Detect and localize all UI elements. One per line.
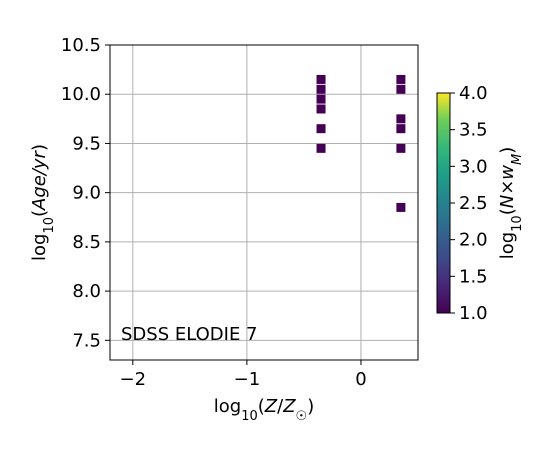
data-cell	[396, 202, 406, 212]
colorbar-ticks: 1.0 1.5 2.0 2.5 3.0 3.5 4.0	[450, 83, 488, 324]
x-tick-label: 0	[355, 369, 366, 390]
colorbar-tick-label: 1.5	[459, 266, 488, 287]
y-tick-label: 9.0	[72, 183, 101, 204]
y-axis-label: log10(Age/yr)	[29, 144, 57, 261]
data-cell	[316, 124, 326, 134]
data-cells	[316, 74, 406, 212]
colorbar-tick-label: 4.0	[459, 83, 488, 104]
data-cell	[316, 84, 326, 94]
data-cell	[396, 74, 406, 84]
x-tick-label: −1	[234, 369, 261, 390]
y-tick-label: 9.5	[72, 133, 101, 154]
x-tick-label: −2	[120, 369, 147, 390]
data-cell	[396, 124, 406, 134]
x-axis-ticks: −2 −1 0	[120, 360, 367, 390]
data-cell	[316, 74, 326, 84]
y-tick-label: 8.5	[72, 232, 101, 253]
colorbar-tick-label: 3.5	[459, 120, 488, 141]
colorbar-tick-label: 2.0	[459, 230, 488, 251]
colorbar	[436, 92, 451, 314]
data-cell	[396, 84, 406, 94]
colorbar-tick-label: 3.0	[459, 156, 488, 177]
chart-annotation: SDSS ELODIE 7	[121, 324, 258, 345]
data-cell	[316, 104, 326, 114]
data-cell	[396, 114, 406, 124]
colorbar-tick-label: 2.5	[459, 193, 488, 214]
data-cell	[316, 94, 326, 104]
colorbar-tick-label: 1.0	[459, 303, 488, 324]
data-cell	[316, 143, 326, 153]
y-tick-label: 8.0	[72, 281, 101, 302]
y-tick-label: 7.5	[72, 330, 101, 351]
gridlines	[110, 44, 418, 360]
y-tick-label: 10.0	[61, 84, 101, 105]
y-tick-label: 10.5	[61, 35, 101, 56]
plot-frame	[109, 44, 419, 361]
data-cell	[396, 143, 406, 153]
x-axis-label: log10(Z/Z☉)	[214, 396, 314, 424]
colorbar-label: log10(N×wM)	[497, 147, 525, 260]
y-axis-ticks: 7.5 8.0 8.5 9.0 9.5 10.0 10.5	[61, 35, 110, 351]
